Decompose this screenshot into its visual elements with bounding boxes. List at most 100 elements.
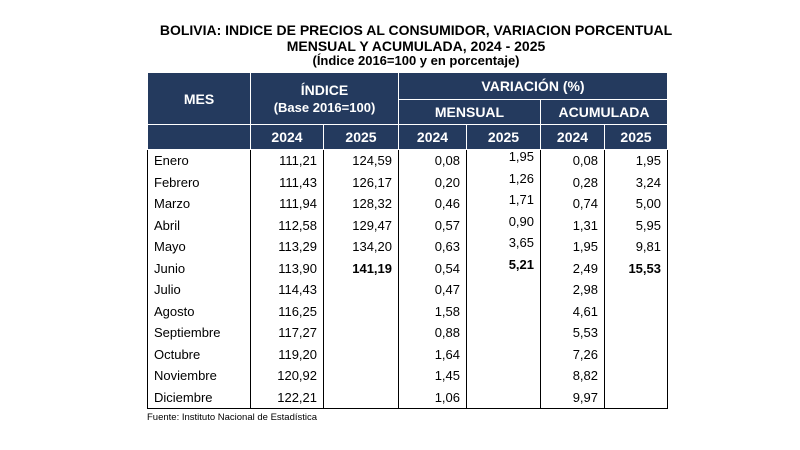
cell-mes: Septiembre bbox=[147, 322, 251, 344]
cell-m2025 bbox=[466, 300, 541, 322]
table-row: Septiembre 117,27 0,88 5,53 bbox=[147, 322, 668, 344]
table-row: Junio 113,90 141,19 0,54 5,21 2,49 15,53 bbox=[147, 257, 668, 279]
cell-m2025: 0,90 bbox=[466, 214, 541, 236]
cell-m2025: 1,71 bbox=[466, 193, 541, 215]
table-body: Enero 111,21 124,59 0,08 1,95 0,08 1,95 Febrero… bbox=[147, 149, 668, 409]
cell-m2025 bbox=[466, 343, 541, 365]
cell-i2024: 117,27 bbox=[250, 322, 324, 344]
cell-i2024: 120,92 bbox=[250, 365, 324, 387]
cell-i2025 bbox=[323, 322, 399, 344]
header-year-indice-2025: 2025 bbox=[323, 124, 399, 150]
cell-i2024: 122,21 bbox=[250, 386, 324, 409]
cell-i2025: 126,17 bbox=[323, 171, 399, 193]
cell-m2024: 1,45 bbox=[398, 365, 467, 387]
header-year-mensual-2025: 2025 bbox=[466, 124, 541, 150]
cell-a2024: 0,28 bbox=[540, 171, 605, 193]
table-row: Marzo 111,94 128,32 0,46 1,71 0,74 5,00 bbox=[147, 193, 668, 215]
cell-a2025 bbox=[604, 365, 668, 387]
table-row: Enero 111,21 124,59 0,08 1,95 0,08 1,95 bbox=[147, 149, 668, 172]
cell-a2025: 15,53 bbox=[604, 257, 668, 279]
cell-m2024: 0,54 bbox=[398, 257, 467, 279]
cell-mes: Noviembre bbox=[147, 365, 251, 387]
header-year-mensual-2024: 2024 bbox=[398, 124, 467, 150]
cell-i2024: 112,58 bbox=[250, 214, 324, 236]
cell-i2024: 114,43 bbox=[250, 279, 324, 301]
cell-m2024: 1,06 bbox=[398, 386, 467, 409]
header-year-indice-2024: 2024 bbox=[250, 124, 324, 150]
cell-m2024: 0,47 bbox=[398, 279, 467, 301]
cell-i2025 bbox=[323, 365, 399, 387]
cell-a2024: 0,08 bbox=[540, 149, 605, 172]
cell-i2025: 129,47 bbox=[323, 214, 399, 236]
header-indice: ÍNDICE (Base 2016=100) bbox=[250, 72, 399, 125]
cell-a2024: 2,49 bbox=[540, 257, 605, 279]
cell-mes: Marzo bbox=[147, 193, 251, 215]
cell-m2025: 3,65 bbox=[466, 236, 541, 258]
cell-i2025: 134,20 bbox=[323, 236, 399, 258]
table-row: Octubre 119,20 1,64 7,26 bbox=[147, 343, 668, 365]
cell-i2025: 124,59 bbox=[323, 149, 399, 172]
cell-m2025 bbox=[466, 386, 541, 409]
cell-a2024: 1,95 bbox=[540, 236, 605, 258]
header-mes: MES bbox=[147, 72, 251, 125]
cell-a2025: 3,24 bbox=[604, 171, 668, 193]
cell-i2024: 116,25 bbox=[250, 300, 324, 322]
cell-mes: Febrero bbox=[147, 171, 251, 193]
cell-mes: Agosto bbox=[147, 300, 251, 322]
table-row: Noviembre 120,92 1,45 8,82 bbox=[147, 365, 668, 387]
cpi-table: MES ÍNDICE (Base 2016=100) VARIACIÓN (%)… bbox=[147, 72, 668, 409]
cell-a2024: 7,26 bbox=[540, 343, 605, 365]
table-title: BOLIVIA: INDICE DE PRECIOS AL CONSUMIDOR… bbox=[146, 22, 686, 68]
title-line-2: MENSUAL Y ACUMULADA, 2024 - 2025 bbox=[286, 38, 546, 54]
header-variacion: VARIACIÓN (%) bbox=[398, 72, 668, 100]
cell-a2024: 0,74 bbox=[540, 193, 605, 215]
table-row: Febrero 111,43 126,17 0,20 1,26 0,28 3,24 bbox=[147, 171, 668, 193]
cell-i2024: 111,94 bbox=[250, 193, 324, 215]
cell-m2024: 0,46 bbox=[398, 193, 467, 215]
cell-a2025 bbox=[604, 322, 668, 344]
table-row: Julio 114,43 0,47 2,98 bbox=[147, 279, 668, 301]
cell-m2025 bbox=[466, 322, 541, 344]
cell-a2024: 2,98 bbox=[540, 279, 605, 301]
cell-a2025: 1,95 bbox=[604, 149, 668, 172]
cell-i2024: 111,21 bbox=[250, 149, 324, 172]
cell-a2024: 5,53 bbox=[540, 322, 605, 344]
cell-i2024: 111,43 bbox=[250, 171, 324, 193]
header-blank bbox=[147, 124, 251, 150]
table-row: Agosto 116,25 1,58 4,61 bbox=[147, 300, 668, 322]
cell-m2024: 0,20 bbox=[398, 171, 467, 193]
cell-i2025: 141,19 bbox=[323, 257, 399, 279]
table-header: MES ÍNDICE (Base 2016=100) VARIACIÓN (%)… bbox=[147, 72, 668, 150]
cell-a2025 bbox=[604, 343, 668, 365]
cell-a2024: 8,82 bbox=[540, 365, 605, 387]
cell-m2025: 1,95 bbox=[466, 149, 541, 172]
header-mensual: MENSUAL bbox=[398, 99, 541, 125]
cell-mes: Octubre bbox=[147, 343, 251, 365]
cell-m2024: 0,88 bbox=[398, 322, 467, 344]
cell-mes: Abril bbox=[147, 214, 251, 236]
cell-i2024: 113,90 bbox=[250, 257, 324, 279]
cell-a2025: 9,81 bbox=[604, 236, 668, 258]
header-acumulada: ACUMULADA bbox=[540, 99, 668, 125]
cell-i2025 bbox=[323, 343, 399, 365]
cell-mes: Junio bbox=[147, 257, 251, 279]
source-note: Fuente: Instituto Nacional de Estadístic… bbox=[147, 412, 318, 423]
cell-m2025: 5,21 bbox=[466, 257, 541, 279]
cell-m2024: 0,57 bbox=[398, 214, 467, 236]
cell-m2024: 1,58 bbox=[398, 300, 467, 322]
cell-i2025 bbox=[323, 300, 399, 322]
cell-mes: Mayo bbox=[147, 236, 251, 258]
cell-a2025 bbox=[604, 386, 668, 409]
title-line-3: (Índice 2016=100 y en porcentaje) bbox=[312, 53, 520, 68]
cell-a2025 bbox=[604, 279, 668, 301]
cell-m2025 bbox=[466, 365, 541, 387]
cell-m2024: 1,64 bbox=[398, 343, 467, 365]
cell-a2024: 4,61 bbox=[540, 300, 605, 322]
header-year-acumulada-2024: 2024 bbox=[540, 124, 605, 150]
header-indice-base: (Base 2016=100) bbox=[273, 99, 376, 115]
cell-mes: Julio bbox=[147, 279, 251, 301]
cell-a2025: 5,95 bbox=[604, 214, 668, 236]
cell-m2025: 1,26 bbox=[466, 171, 541, 193]
cell-i2025 bbox=[323, 279, 399, 301]
cell-a2024: 1,31 bbox=[540, 214, 605, 236]
